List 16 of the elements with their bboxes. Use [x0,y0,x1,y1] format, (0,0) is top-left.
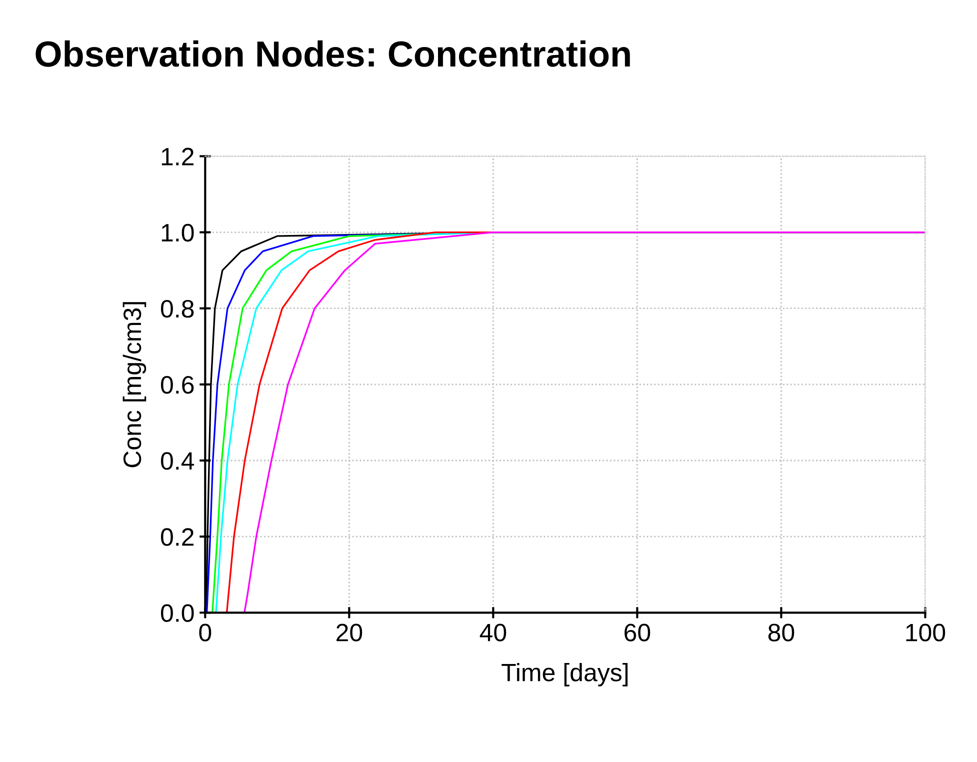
x-tick-label: 0 [199,624,212,642]
y-tick-label: 0.8 [160,300,194,318]
y-tick-label: 0.0 [160,604,194,622]
y-tick-label: 0.4 [160,452,194,470]
y-tick-label: 1.0 [162,224,194,242]
x-tick-label: 20 [336,624,362,642]
y-tick-label: 0.2 [160,528,194,546]
y-tick-label: 1.2 [162,148,194,166]
x-tick-label: 60 [624,624,650,642]
x-axis-title: Time [days] [502,663,628,686]
y-tick-label: 0.6 [160,376,194,394]
x-tick-label: 80 [768,624,794,642]
chart-title: Observation Nodes: Concentration [36,40,630,67]
y-axis-title: Conc [mg/cm3] [122,302,146,468]
x-tick-label: 100 [906,624,946,642]
x-tick-label: 40 [480,624,506,642]
